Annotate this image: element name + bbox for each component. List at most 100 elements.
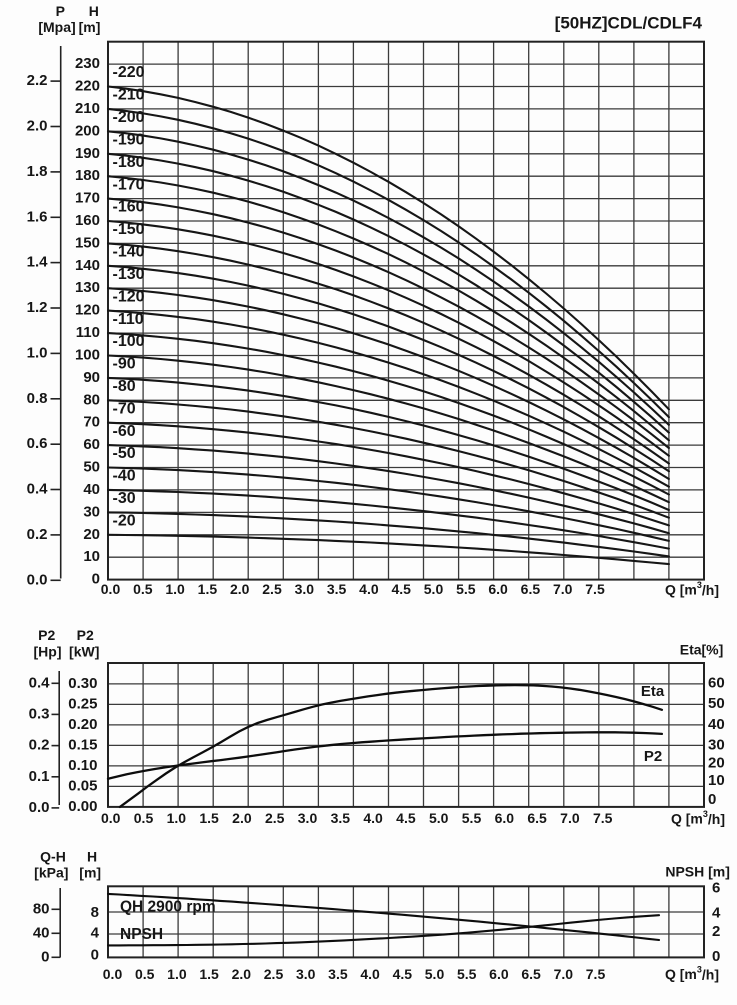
svg-text:5.5: 5.5	[456, 581, 476, 597]
svg-text:2.0: 2.0	[230, 581, 250, 597]
svg-text:4.0: 4.0	[360, 966, 380, 982]
svg-text:20: 20	[708, 754, 725, 771]
svg-text:210: 210	[75, 100, 100, 117]
svg-text:-170: -170	[113, 176, 145, 193]
svg-text:0.20: 0.20	[68, 716, 97, 733]
svg-text:1.8: 1.8	[27, 163, 48, 180]
svg-text:0: 0	[92, 571, 100, 588]
svg-text:0.0: 0.0	[103, 966, 123, 982]
svg-text:H: H	[87, 848, 97, 864]
svg-text:6.5: 6.5	[521, 966, 541, 982]
svg-text:[m]: [m]	[79, 19, 101, 35]
svg-text:0.5: 0.5	[134, 810, 154, 826]
svg-text:6.0: 6.0	[495, 810, 515, 826]
svg-text:3.5: 3.5	[327, 581, 347, 597]
svg-text:90: 90	[83, 369, 100, 386]
svg-text:10: 10	[708, 772, 725, 789]
svg-text:Eta: Eta	[641, 683, 665, 700]
svg-text:0: 0	[41, 948, 49, 965]
svg-text:1.5: 1.5	[198, 581, 218, 597]
svg-text:2.2: 2.2	[27, 72, 48, 89]
svg-text:P2: P2	[77, 627, 94, 643]
svg-text:-50: -50	[113, 445, 136, 462]
svg-text:220: 220	[75, 77, 100, 94]
svg-text:140: 140	[75, 257, 100, 274]
svg-text:-200: -200	[113, 109, 145, 126]
svg-text:70: 70	[83, 414, 100, 431]
svg-text:QH 2900 rpm: QH 2900 rpm	[120, 899, 216, 916]
svg-text:1.2: 1.2	[27, 299, 48, 316]
svg-text:NPSH: NPSH	[120, 926, 163, 943]
svg-text:80: 80	[33, 900, 50, 917]
svg-text:6.5: 6.5	[527, 810, 547, 826]
svg-text:0.4: 0.4	[29, 674, 51, 691]
svg-text:2.5: 2.5	[264, 966, 284, 982]
svg-text:-80: -80	[113, 378, 136, 395]
svg-text:0.2: 0.2	[27, 526, 48, 543]
svg-text:100: 100	[75, 346, 100, 363]
svg-text:1.4: 1.4	[27, 254, 49, 271]
svg-text:1.6: 1.6	[27, 208, 48, 225]
svg-text:7.5: 7.5	[586, 966, 606, 982]
svg-text:-220: -220	[113, 64, 145, 81]
svg-text:Q-H: Q-H	[40, 848, 66, 864]
svg-text:Q [m3/h]: Q [m3/h]	[665, 965, 719, 982]
svg-text:0.5: 0.5	[133, 581, 153, 597]
svg-text:0.2: 0.2	[29, 737, 50, 754]
svg-text:190: 190	[75, 145, 100, 162]
svg-text:6.0: 6.0	[488, 581, 508, 597]
svg-text:-30: -30	[113, 490, 136, 507]
svg-text:0.8: 0.8	[27, 390, 48, 407]
svg-text:60: 60	[83, 436, 100, 453]
svg-text:Q [m3/h]: Q [m3/h]	[671, 809, 725, 826]
svg-text:0: 0	[712, 948, 720, 965]
svg-text:0.05: 0.05	[68, 778, 97, 795]
svg-text:-40: -40	[113, 468, 136, 485]
svg-text:1.5: 1.5	[199, 966, 219, 982]
svg-text:2.0: 2.0	[232, 810, 252, 826]
svg-text:8: 8	[91, 904, 99, 921]
svg-text:170: 170	[75, 190, 100, 207]
svg-text:1.0: 1.0	[167, 810, 187, 826]
svg-text:40: 40	[33, 924, 50, 941]
svg-text:0.30: 0.30	[68, 675, 97, 692]
svg-text:5.0: 5.0	[429, 810, 449, 826]
svg-text:6.5: 6.5	[521, 581, 541, 597]
svg-text:2.5: 2.5	[265, 810, 285, 826]
svg-text:[kPa]: [kPa]	[34, 865, 68, 881]
svg-text:60: 60	[708, 675, 725, 692]
svg-text:1.5: 1.5	[199, 810, 219, 826]
svg-text:40: 40	[708, 716, 725, 733]
svg-text:0.25: 0.25	[68, 696, 97, 713]
svg-text:5.0: 5.0	[425, 966, 445, 982]
svg-text:4.5: 4.5	[391, 581, 411, 597]
svg-text:0.3: 0.3	[29, 705, 50, 722]
svg-text:2.5: 2.5	[262, 581, 282, 597]
svg-text:H: H	[89, 3, 99, 19]
svg-text:Eta[%]: Eta[%]	[680, 642, 724, 658]
svg-text:7.0: 7.0	[554, 966, 574, 982]
svg-text:4.0: 4.0	[363, 810, 383, 826]
svg-text:50: 50	[708, 695, 725, 712]
svg-text:-110: -110	[113, 311, 144, 328]
svg-text:6.0: 6.0	[489, 966, 509, 982]
svg-text:-140: -140	[113, 244, 145, 261]
svg-text:30: 30	[708, 736, 725, 753]
svg-text:0.4: 0.4	[27, 480, 49, 497]
svg-text:10: 10	[83, 548, 100, 565]
svg-text:0.6: 0.6	[27, 435, 48, 452]
svg-text:4.5: 4.5	[393, 966, 413, 982]
svg-text:7.5: 7.5	[585, 581, 605, 597]
svg-text:-90: -90	[113, 356, 136, 373]
svg-text:-150: -150	[113, 221, 145, 238]
svg-text:6: 6	[712, 879, 720, 896]
svg-text:-180: -180	[113, 154, 145, 171]
svg-text:-60: -60	[113, 423, 136, 440]
svg-text:0.00: 0.00	[68, 798, 97, 815]
svg-text:0.5: 0.5	[135, 966, 155, 982]
svg-text:1.0: 1.0	[27, 344, 48, 361]
svg-text:[Mpa]: [Mpa]	[38, 19, 75, 35]
svg-text:150: 150	[75, 234, 100, 251]
svg-text:P: P	[56, 3, 65, 19]
svg-text:[Hp]: [Hp]	[34, 644, 62, 660]
